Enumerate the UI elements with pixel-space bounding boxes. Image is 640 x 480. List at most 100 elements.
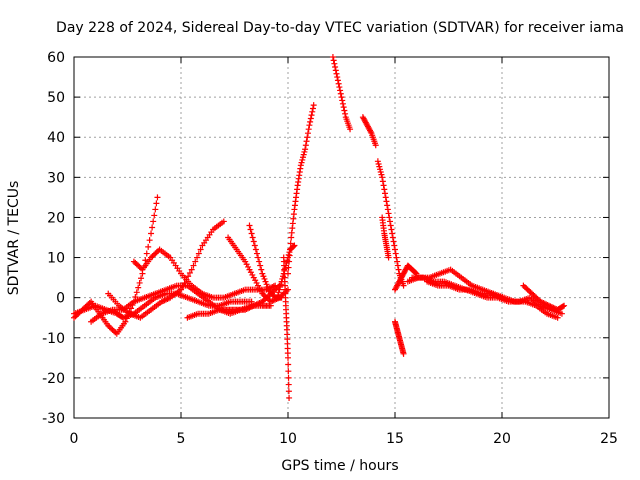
series-track-20 bbox=[424, 278, 505, 301]
data-point bbox=[378, 171, 385, 178]
data-point bbox=[303, 138, 310, 145]
data-point bbox=[334, 77, 341, 84]
data-point bbox=[388, 226, 395, 233]
axis-ticks bbox=[73, 56, 610, 419]
data-point bbox=[135, 284, 142, 291]
data-point bbox=[387, 222, 394, 229]
data-point bbox=[395, 266, 402, 273]
data-point bbox=[384, 202, 391, 209]
data-point bbox=[386, 214, 393, 221]
data-point bbox=[340, 104, 347, 111]
data-point bbox=[337, 90, 344, 97]
data-point bbox=[275, 291, 282, 298]
y-tick-labels: -30 -20 -10 0 10 20 30 40 50 60 bbox=[42, 50, 65, 427]
data-point bbox=[285, 361, 292, 368]
data-point bbox=[329, 54, 336, 60]
data-point bbox=[256, 258, 263, 265]
data-point bbox=[275, 289, 282, 296]
data-point bbox=[122, 318, 129, 325]
x-tick-label: 10 bbox=[279, 431, 297, 447]
data-point bbox=[153, 200, 160, 207]
data-point bbox=[264, 283, 271, 290]
data-point bbox=[142, 257, 149, 264]
data-point bbox=[145, 243, 152, 250]
data-point bbox=[249, 234, 256, 241]
data-point bbox=[367, 128, 374, 135]
data-point bbox=[246, 222, 253, 229]
data-point bbox=[277, 281, 284, 288]
data-point bbox=[339, 97, 346, 104]
data-point bbox=[248, 230, 255, 237]
data-point bbox=[285, 381, 292, 388]
series-track-14 bbox=[374, 158, 407, 289]
series-track-3 bbox=[105, 218, 227, 321]
y-tick-label: 50 bbox=[47, 90, 65, 106]
data-point bbox=[499, 294, 505, 301]
data-point bbox=[262, 278, 269, 285]
data-point bbox=[186, 269, 193, 276]
data-point bbox=[390, 238, 397, 245]
data-point bbox=[400, 282, 407, 289]
data-point bbox=[143, 250, 150, 257]
x-tick-label: 0 bbox=[70, 431, 79, 447]
data-point bbox=[383, 198, 390, 205]
data-point bbox=[336, 84, 343, 91]
data-point bbox=[380, 182, 387, 189]
data-point bbox=[347, 126, 354, 133]
data-point bbox=[290, 243, 297, 250]
series-track-11 bbox=[285, 102, 317, 277]
data-point bbox=[152, 206, 159, 213]
data-point bbox=[394, 262, 401, 269]
data-point bbox=[400, 350, 407, 357]
data-point bbox=[260, 273, 267, 280]
data-point bbox=[251, 242, 258, 249]
data-point bbox=[310, 102, 317, 109]
data-point bbox=[192, 258, 199, 265]
data-point bbox=[305, 126, 312, 133]
data-point bbox=[392, 246, 398, 253]
data-point bbox=[376, 163, 383, 170]
data-point bbox=[297, 162, 304, 169]
data-point bbox=[194, 254, 201, 261]
data-point bbox=[178, 286, 184, 293]
data-point bbox=[394, 258, 401, 265]
data-point bbox=[393, 254, 400, 261]
data-point bbox=[382, 190, 389, 197]
data-point bbox=[282, 265, 289, 272]
data-point bbox=[285, 264, 292, 271]
data-point bbox=[258, 266, 265, 273]
data-point bbox=[188, 266, 195, 273]
data-point bbox=[277, 283, 284, 290]
series-track-10 bbox=[280, 254, 293, 401]
data-point bbox=[302, 142, 309, 149]
x-tick-label: 25 bbox=[600, 431, 618, 447]
y-tick-label: 30 bbox=[47, 170, 65, 186]
data-point bbox=[391, 242, 398, 249]
y-tick-label: 40 bbox=[47, 130, 65, 146]
data-point bbox=[253, 250, 260, 257]
data-point bbox=[374, 158, 381, 165]
data-point bbox=[299, 156, 306, 163]
y-tick-label: -20 bbox=[42, 371, 65, 387]
y-tick-label: 60 bbox=[47, 50, 65, 66]
x-tick-label: 5 bbox=[177, 431, 186, 447]
data-point bbox=[559, 303, 566, 310]
data-point bbox=[286, 258, 293, 265]
data-point bbox=[561, 302, 568, 309]
data-point bbox=[286, 252, 293, 259]
data-point bbox=[286, 394, 293, 401]
series-track-12 bbox=[329, 54, 354, 133]
data-point bbox=[339, 100, 346, 107]
data-point bbox=[300, 151, 307, 158]
y-tick-label: -10 bbox=[42, 331, 65, 347]
x-axis-label: GPS time / hours bbox=[281, 458, 398, 474]
data-point bbox=[285, 388, 292, 395]
data-point bbox=[133, 289, 140, 296]
data-point bbox=[389, 234, 396, 241]
data-point bbox=[287, 246, 294, 253]
data-point bbox=[379, 174, 386, 181]
data-point bbox=[197, 246, 204, 253]
y-axis-label: SDTVAR / TECUs bbox=[6, 181, 22, 296]
data-point bbox=[123, 315, 130, 322]
